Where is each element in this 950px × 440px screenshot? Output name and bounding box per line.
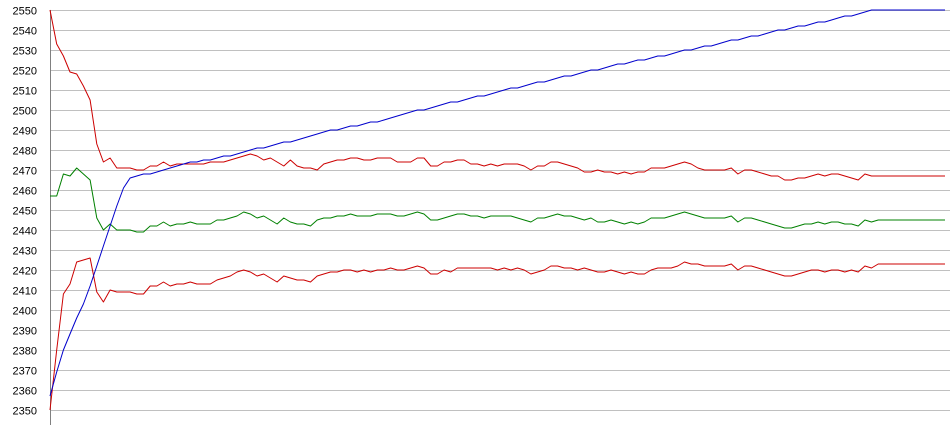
series-line-middle [50, 167, 945, 233]
y-tick-label: 2480 [13, 146, 37, 158]
y-tick-label: 2490 [13, 126, 37, 138]
grid-lines [50, 10, 950, 411]
y-tick-label: 2390 [13, 326, 37, 338]
y-axis-tick-labels: 2350 2360 2370 2380 2390 2400 2410 2420 2430 2440… [13, 6, 37, 418]
series-line-price [49, 9, 945, 397]
series-lines [49, 9, 945, 411]
y-tick-label: 2420 [13, 266, 37, 278]
y-tick-label: 2460 [13, 186, 37, 198]
y-tick-label: 2360 [13, 386, 37, 398]
y-tick-label: 2430 [13, 246, 37, 258]
y-tick-label: 2410 [13, 286, 37, 298]
y-tick-label: 2470 [13, 166, 37, 178]
y-tick-label: 2450 [13, 206, 37, 218]
series-line-lower_band [49, 257, 945, 411]
y-tick-label: 2500 [13, 106, 37, 118]
y-tick-label: 2520 [13, 66, 37, 78]
y-tick-label: 2440 [13, 226, 37, 238]
y-tick-label: 2380 [13, 346, 37, 358]
series-line-upper_band [49, 9, 945, 181]
y-tick-label: 2530 [13, 46, 37, 58]
y-tick-label: 2540 [13, 26, 37, 38]
y-tick-label: 2400 [13, 306, 37, 318]
y-tick-label: 2370 [13, 366, 37, 378]
y-tick-label: 2550 [13, 6, 37, 18]
y-tick-label: 2350 [13, 406, 37, 418]
y-tick-label: 2510 [13, 86, 37, 98]
